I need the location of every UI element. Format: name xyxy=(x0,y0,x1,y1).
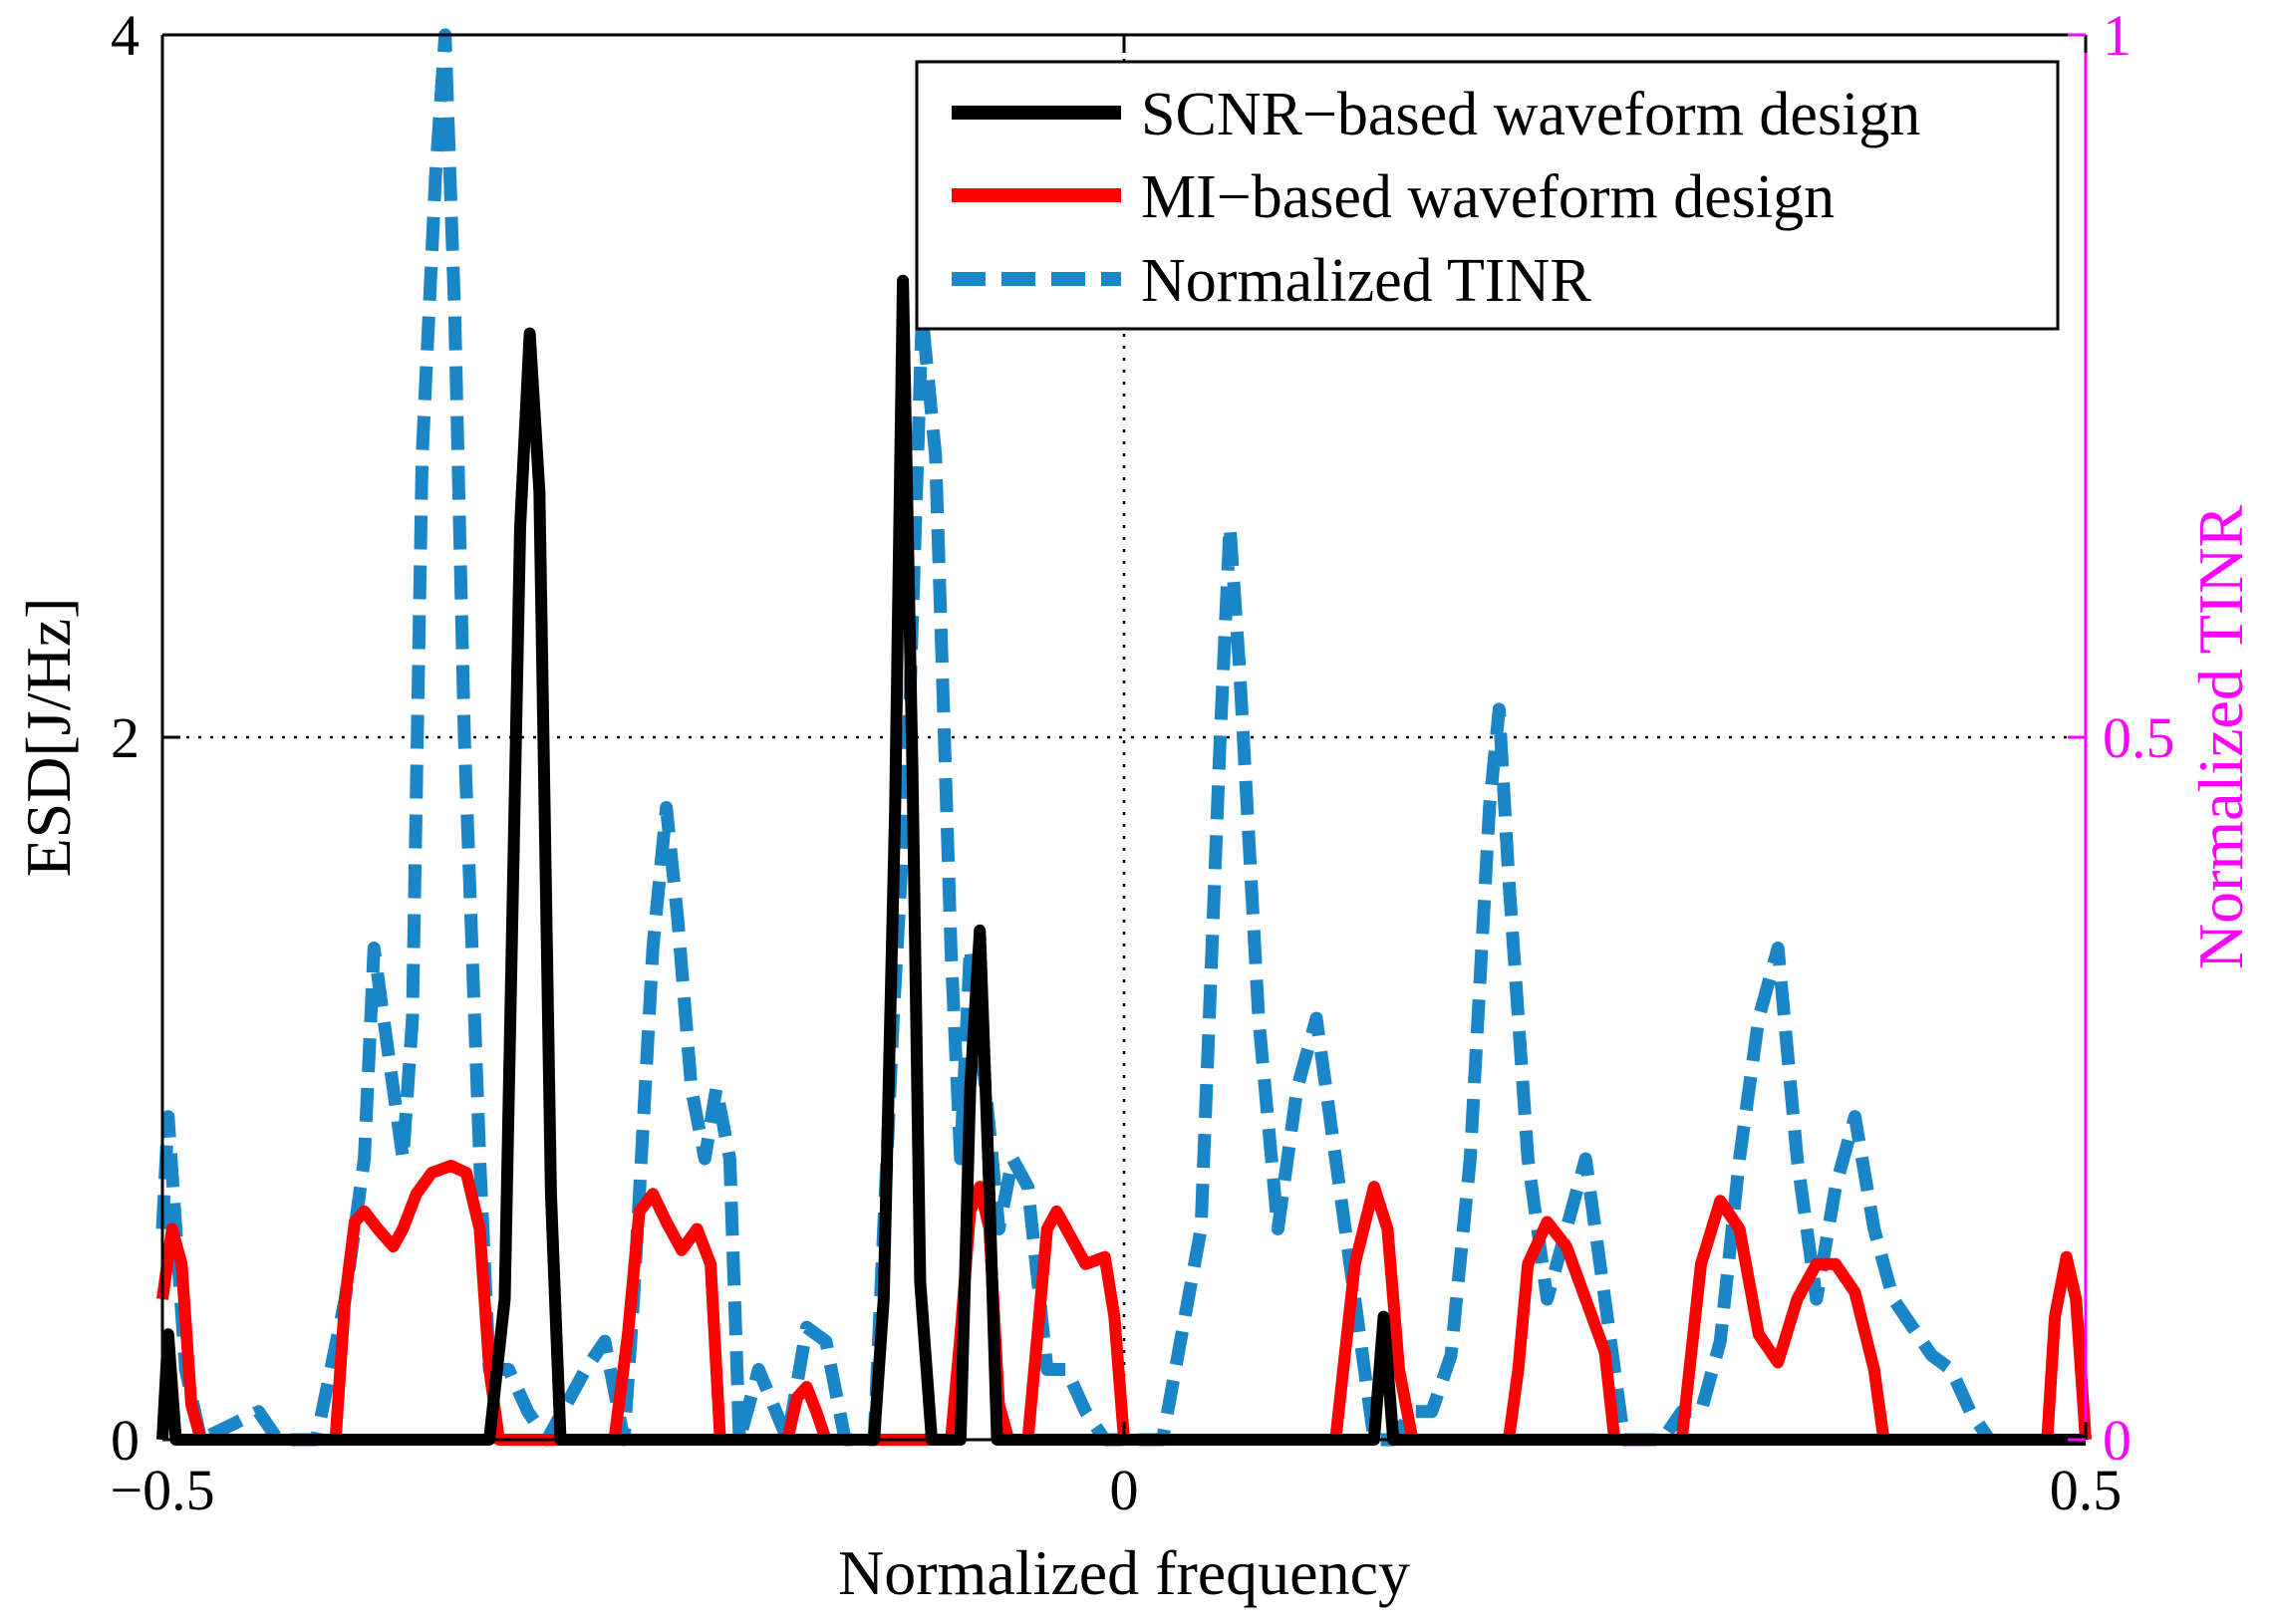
series-line-tinr xyxy=(155,28,1995,1447)
series-line-scnr xyxy=(156,274,2086,1446)
y2-tick-label-half: 0.5 xyxy=(2103,705,2175,770)
y-tick-label-0: 0 xyxy=(111,1408,140,1473)
y2-axis-title: Normalized TINR xyxy=(2185,505,2256,970)
y2-tick-label-0: 0 xyxy=(2103,1408,2131,1473)
x-axis-title: Normalized frequency xyxy=(838,1537,1410,1608)
legend-label-scnr: SCNR−based waveform design xyxy=(1141,81,1920,148)
y2-tick-label-1: 1 xyxy=(2103,3,2131,68)
legend-label-mi: MI−based waveform design xyxy=(1141,163,1835,231)
y-tick-label-4: 4 xyxy=(111,3,140,68)
legend-label-tinr: Normalized TINR xyxy=(1141,247,1591,315)
ticks-layer xyxy=(160,33,2088,1442)
x-tick-label-pos-half: 0.5 xyxy=(2050,1458,2123,1522)
y-axis-title: ESD[J/Hz] xyxy=(13,598,84,878)
y-tick-label-2: 2 xyxy=(111,705,140,770)
legend: SCNR−based waveform design MI−based wave… xyxy=(915,60,2060,331)
x-tick-label-neg-half: −0.5 xyxy=(110,1458,214,1522)
x-tick-label-zero: 0 xyxy=(1110,1458,1139,1522)
